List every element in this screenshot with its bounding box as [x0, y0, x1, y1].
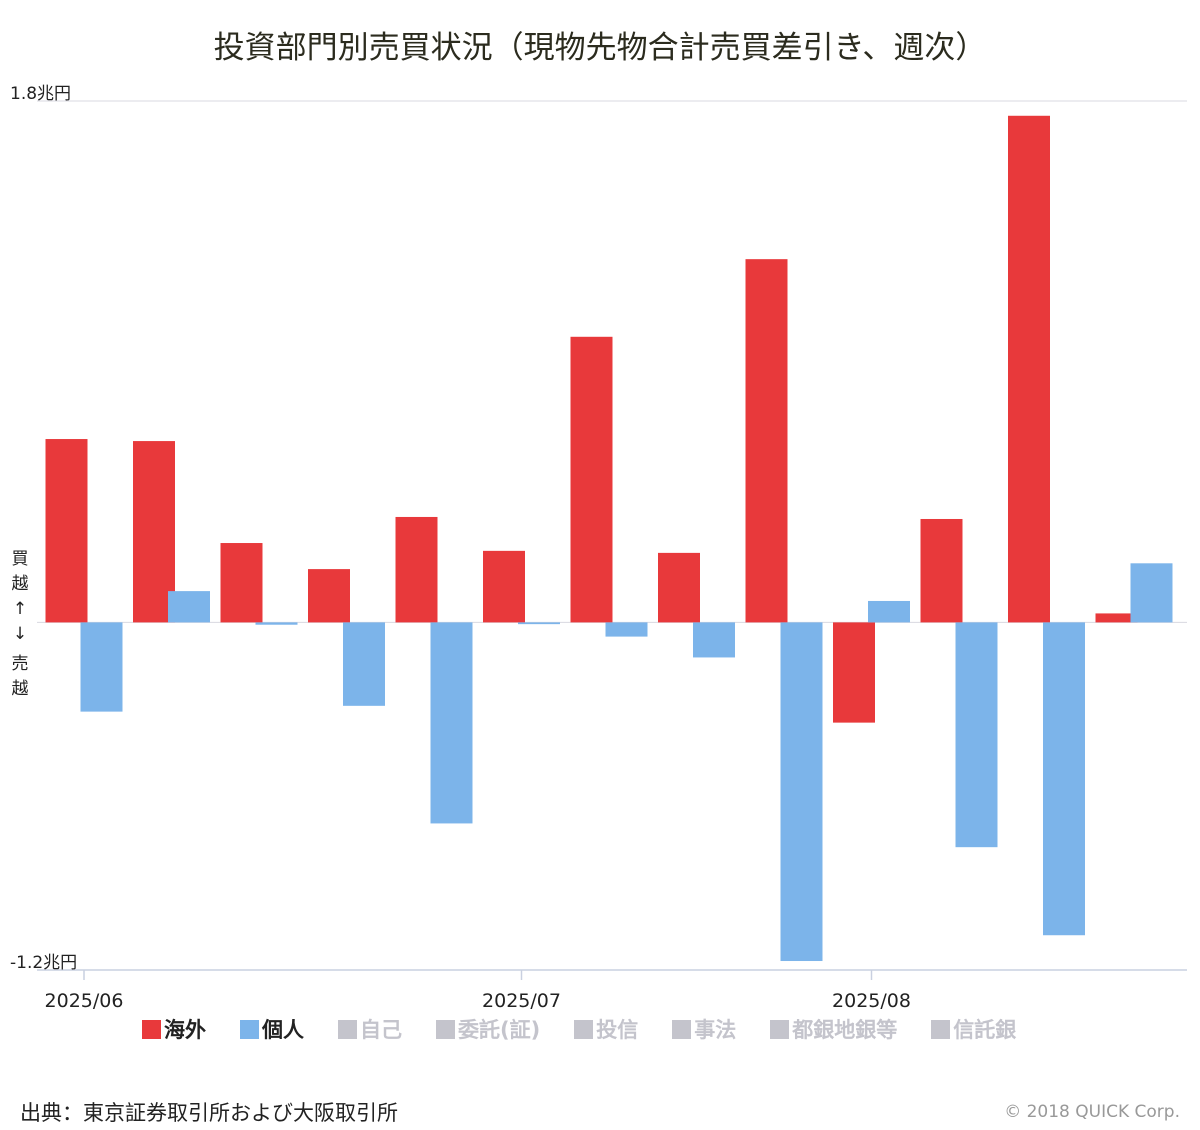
- legend-label: 海外: [164, 1018, 206, 1042]
- bar-海外-10: [833, 622, 875, 723]
- y-tick-top: 1.8兆円: [10, 84, 71, 104]
- bar-海外-4: [308, 569, 350, 623]
- legend-label: 事法: [694, 1018, 737, 1042]
- legend-label: 投信: [596, 1018, 639, 1042]
- bar-個人-5: [430, 622, 473, 824]
- legend-swatch: [142, 1020, 161, 1039]
- bar-海外-8: [658, 552, 700, 623]
- bar-海外-5: [395, 516, 438, 623]
- bar-個人-8: [693, 622, 735, 658]
- legend-item-3[interactable]: 自己: [338, 1014, 402, 1044]
- bar-海外-3: [220, 543, 263, 623]
- legend-swatch: [338, 1020, 357, 1039]
- bar-個人-13: [1130, 563, 1173, 623]
- legend-swatch: [574, 1020, 594, 1039]
- bar-個人-7: [605, 622, 648, 637]
- x-tick-label-2: 2025/07: [482, 990, 561, 1010]
- legend-label: 委託(証): [458, 1018, 541, 1042]
- bar-海外-7: [570, 336, 613, 623]
- y-axis-note-char-4: ↓: [13, 624, 27, 644]
- legend: 海外 個人 自己 委託(証) 投信 事法 都銀地銀等 信託銀: [142, 1014, 1122, 1054]
- legend-item-8[interactable]: 信託銀: [931, 1014, 1016, 1044]
- bar-海外-13: [1095, 613, 1138, 623]
- legend-item-2[interactable]: 個人: [240, 1014, 304, 1044]
- legend-label: 自己: [360, 1018, 402, 1042]
- legend-swatch: [770, 1020, 790, 1039]
- bar-個人-10: [868, 600, 910, 623]
- bar-海外-1: [45, 439, 88, 623]
- bar-個人-2: [168, 591, 210, 623]
- legend-swatch: [931, 1020, 951, 1039]
- bar-個人-4: [343, 622, 385, 706]
- bar-海外-6: [483, 550, 525, 623]
- y-axis-note-char-3: ↑: [13, 599, 27, 619]
- x-tick-label-3: 2025/08: [832, 990, 911, 1010]
- y-axis-note-char-6: 越: [12, 679, 29, 699]
- bar-個人-6: [518, 622, 560, 625]
- legend-label: 個人: [262, 1018, 304, 1042]
- x-tick-label-1: 2025/06: [45, 990, 124, 1010]
- legend-item-6[interactable]: 事法: [672, 1014, 736, 1044]
- legend-label: 信託銀: [953, 1018, 1017, 1042]
- y-tick-bottom: -1.2兆円: [10, 953, 77, 973]
- bars-layer: [45, 115, 1173, 962]
- legend-item-7[interactable]: 都銀地銀等: [770, 1014, 897, 1044]
- copyright-note: © 2018 QUICK Corp.: [1004, 1102, 1180, 1122]
- legend-item-5[interactable]: 投信: [574, 1014, 638, 1044]
- source-note: 出典：東京証券取引所および大阪取引所: [20, 1101, 398, 1125]
- y-axis-note-char-5: 売: [12, 654, 29, 674]
- bar-海外-12: [1008, 115, 1050, 623]
- y-axis-note-char-2: 越: [12, 574, 29, 594]
- bar-海外-9: [745, 259, 788, 623]
- legend-item-4[interactable]: 委託(証): [436, 1014, 540, 1044]
- legend-item-1[interactable]: 海外: [142, 1014, 206, 1044]
- bar-個人-9: [780, 622, 823, 962]
- bar-個人-11: [955, 622, 998, 848]
- legend-swatch: [672, 1020, 692, 1039]
- legend-label: 都銀地銀等: [792, 1018, 898, 1042]
- bar-個人-1: [80, 622, 123, 712]
- bar-個人-3: [255, 622, 298, 625]
- bar-海外-11: [920, 518, 963, 623]
- y-axis-note-char-1: 買: [12, 549, 29, 569]
- legend-swatch: [240, 1020, 259, 1039]
- legend-swatch: [436, 1020, 455, 1039]
- bar-個人-12: [1043, 622, 1085, 936]
- chart-title: 投資部門別売買状況（現物先物合計売買差引き、週次）: [213, 30, 987, 66]
